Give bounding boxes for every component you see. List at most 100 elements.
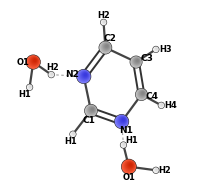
Circle shape [31,57,38,65]
Circle shape [131,56,142,67]
Circle shape [104,44,109,48]
Circle shape [132,57,141,66]
Text: C3: C3 [140,54,153,63]
Circle shape [154,47,158,51]
Circle shape [49,72,54,77]
Circle shape [73,132,75,135]
Circle shape [86,105,97,116]
Circle shape [80,71,89,80]
Circle shape [28,56,39,67]
Circle shape [49,72,54,76]
Circle shape [158,102,165,108]
Circle shape [118,116,127,125]
Circle shape [79,70,90,81]
Circle shape [123,143,125,146]
Circle shape [140,91,145,96]
Circle shape [156,169,157,170]
Circle shape [136,89,147,100]
Circle shape [153,167,159,173]
Circle shape [102,20,106,23]
Circle shape [28,56,40,68]
Circle shape [155,168,158,171]
Circle shape [122,143,126,146]
Circle shape [28,85,32,89]
Circle shape [49,72,54,77]
Circle shape [78,70,90,83]
Circle shape [139,90,146,97]
Circle shape [121,142,126,148]
Circle shape [32,58,37,63]
Circle shape [155,48,158,50]
Circle shape [85,105,97,117]
Circle shape [102,20,106,24]
Circle shape [31,57,38,64]
Circle shape [28,85,32,89]
Circle shape [120,117,126,123]
Circle shape [154,167,159,173]
Circle shape [123,143,125,146]
Circle shape [161,104,163,105]
Circle shape [50,72,54,76]
Circle shape [48,71,54,78]
Circle shape [79,70,90,81]
Circle shape [71,132,76,136]
Circle shape [155,168,158,172]
Circle shape [70,131,76,137]
Circle shape [153,167,159,173]
Circle shape [29,85,32,88]
Circle shape [153,46,159,52]
Text: H1: H1 [64,137,77,146]
Circle shape [135,59,140,63]
Text: H3: H3 [159,45,172,54]
Circle shape [154,168,158,172]
Circle shape [124,160,135,172]
Text: N2: N2 [66,70,80,79]
Circle shape [48,72,54,77]
Circle shape [160,103,164,107]
Circle shape [77,69,91,84]
Circle shape [30,86,31,87]
Circle shape [26,84,33,91]
Circle shape [136,89,147,100]
Circle shape [104,21,105,22]
Circle shape [138,89,146,98]
Circle shape [70,131,76,137]
Circle shape [159,102,164,108]
Circle shape [29,56,39,67]
Circle shape [155,47,158,50]
Circle shape [120,142,127,148]
Text: H2: H2 [158,166,171,175]
Circle shape [120,142,127,148]
Circle shape [84,104,97,117]
Circle shape [122,159,136,174]
Circle shape [30,57,39,65]
Circle shape [115,115,129,128]
Circle shape [106,45,108,48]
Circle shape [137,89,147,99]
Text: C2: C2 [104,34,116,43]
Circle shape [133,57,141,65]
Circle shape [131,57,142,67]
Text: H2: H2 [97,11,110,20]
Circle shape [101,42,111,52]
Circle shape [27,84,33,90]
Circle shape [103,43,110,50]
Circle shape [155,168,158,171]
Circle shape [27,55,40,68]
Circle shape [116,115,128,127]
Circle shape [91,108,94,111]
Circle shape [102,20,106,24]
Text: C4: C4 [145,92,158,101]
Circle shape [103,21,105,23]
Circle shape [161,104,163,106]
Circle shape [101,19,107,25]
Circle shape [27,55,40,69]
Circle shape [160,103,163,106]
Circle shape [137,89,147,99]
Circle shape [51,73,53,75]
Circle shape [153,46,159,53]
Circle shape [51,73,53,75]
Circle shape [88,106,96,114]
Circle shape [90,107,95,112]
Circle shape [127,162,134,169]
